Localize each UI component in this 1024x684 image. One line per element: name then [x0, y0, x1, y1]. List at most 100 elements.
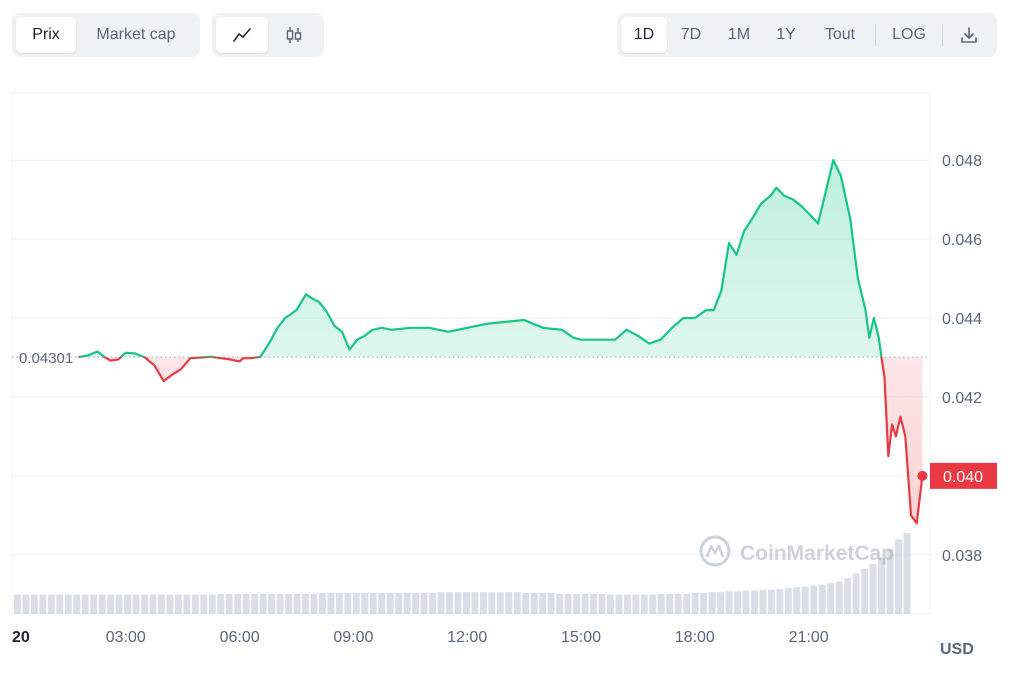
volume-bar: [539, 592, 547, 614]
download-button[interactable]: [947, 17, 991, 53]
range-toggle: 1D 7D 1M 1Y Tout LOG: [617, 13, 997, 57]
volume-bar: [158, 594, 165, 614]
volume-bar: [327, 592, 335, 614]
volume-bar: [30, 594, 38, 614]
volume-bar: [149, 594, 157, 614]
volume-bar: [590, 593, 597, 614]
volume-bar: [615, 594, 623, 614]
range-1y[interactable]: 1Y: [776, 26, 796, 43]
volume-bar: [335, 592, 343, 614]
volume-bar: [200, 594, 208, 614]
price-line-above-reference: [78, 159, 883, 358]
range-7d[interactable]: 7D: [680, 26, 702, 43]
volume-bar: [208, 594, 216, 614]
volume-bar: [412, 592, 420, 614]
volume-bar: [734, 591, 741, 614]
range-all[interactable]: Tout: [824, 26, 856, 43]
range-1d[interactable]: 1D: [621, 17, 667, 53]
x-tick-label: 15:00: [561, 629, 601, 646]
volume-bar: [640, 594, 648, 614]
volume-bar: [810, 585, 818, 614]
volume-bar: [649, 594, 657, 614]
volume-bars: [14, 533, 911, 614]
volume-bar: [496, 592, 504, 614]
volume-bar: [683, 593, 691, 614]
volume-bar: [632, 594, 640, 614]
x-tick-label: 06:00: [220, 629, 260, 646]
volume-bar: [437, 592, 445, 614]
volume-bar: [598, 593, 606, 614]
volume-bar: [56, 594, 64, 614]
volume-bar: [801, 586, 809, 614]
volume-bar: [81, 594, 89, 614]
price-series: [78, 159, 924, 525]
watermark-text: CoinMarketCap: [740, 542, 894, 565]
volume-bar: [64, 594, 72, 614]
x-axis-labels: 20 03:00 06:00 09:00 12:00 15:00 18:00 21:00: [12, 629, 829, 646]
y-axis-labels: 0.048 0.046 0.044 0.042 0.040 0.038: [942, 153, 982, 565]
tab-prix[interactable]: Prix: [16, 17, 76, 53]
volume-bar: [386, 592, 394, 614]
range-1m[interactable]: 1M: [727, 26, 751, 43]
x-tick-label: 03:00: [106, 629, 146, 646]
chart-type-toggle: [212, 13, 324, 57]
volume-bar: [708, 592, 716, 614]
volume-bar: [107, 594, 115, 614]
volume-bar: [776, 588, 784, 614]
volume-bar: [547, 592, 555, 614]
volume-bar: [725, 591, 733, 614]
line-chart-button[interactable]: [216, 17, 268, 53]
volume-bar: [573, 593, 581, 614]
volume-bar: [259, 593, 267, 614]
volume-bar: [751, 590, 758, 614]
volume-bar: [674, 593, 682, 614]
volume-bar: [166, 594, 174, 614]
volume-bar: [378, 592, 386, 614]
volume-bar: [310, 593, 318, 614]
plot-frame: [11, 92, 931, 615]
volume-bar: [471, 592, 479, 614]
x-tick-label: 20: [12, 629, 30, 646]
volume-bar: [691, 592, 699, 614]
volume-bar: [251, 593, 259, 614]
volume-bar: [293, 593, 301, 614]
volume-bar: [869, 563, 877, 614]
volume-bar: [903, 533, 911, 614]
volume-bar: [479, 592, 487, 614]
volume-bar: [759, 589, 767, 614]
x-tick-label: 12:00: [447, 629, 487, 646]
coinmarketcap-logo-icon: [699, 535, 731, 567]
volume-bar: [886, 549, 894, 614]
x-tick-label: 18:00: [675, 629, 715, 646]
volume-bar: [276, 593, 284, 614]
log-scale-button[interactable]: LOG: [892, 26, 926, 43]
volume-bar: [352, 592, 360, 614]
current-price-tag: 0.040: [930, 462, 997, 489]
volume-bar: [530, 592, 538, 614]
volume-bar: [22, 594, 30, 614]
volume-bar: [174, 594, 182, 614]
volume-bar: [395, 592, 403, 614]
toolbar-divider: [875, 24, 876, 46]
volume-bar: [861, 568, 869, 614]
volume-bar: [318, 592, 326, 614]
volume-bar: [225, 593, 233, 614]
volume-bar: [657, 593, 665, 614]
candlestick-button[interactable]: [268, 17, 320, 53]
volume-bar: [234, 593, 242, 614]
volume-bar: [344, 592, 352, 614]
download-icon: [961, 27, 977, 43]
volume-bar: [39, 594, 47, 614]
volume-bar: [700, 592, 708, 614]
volume-bar: [564, 593, 572, 614]
volume-bar: [403, 592, 411, 614]
volume-bar: [115, 594, 123, 614]
area-fills: [78, 160, 923, 524]
y-tick-label: 0.044: [942, 311, 982, 328]
volume-bar: [268, 593, 276, 614]
volume-bar: [98, 594, 106, 614]
tab-market-cap[interactable]: Market cap: [96, 26, 176, 43]
volume-bar: [895, 539, 902, 614]
volume-bar: [420, 592, 428, 614]
